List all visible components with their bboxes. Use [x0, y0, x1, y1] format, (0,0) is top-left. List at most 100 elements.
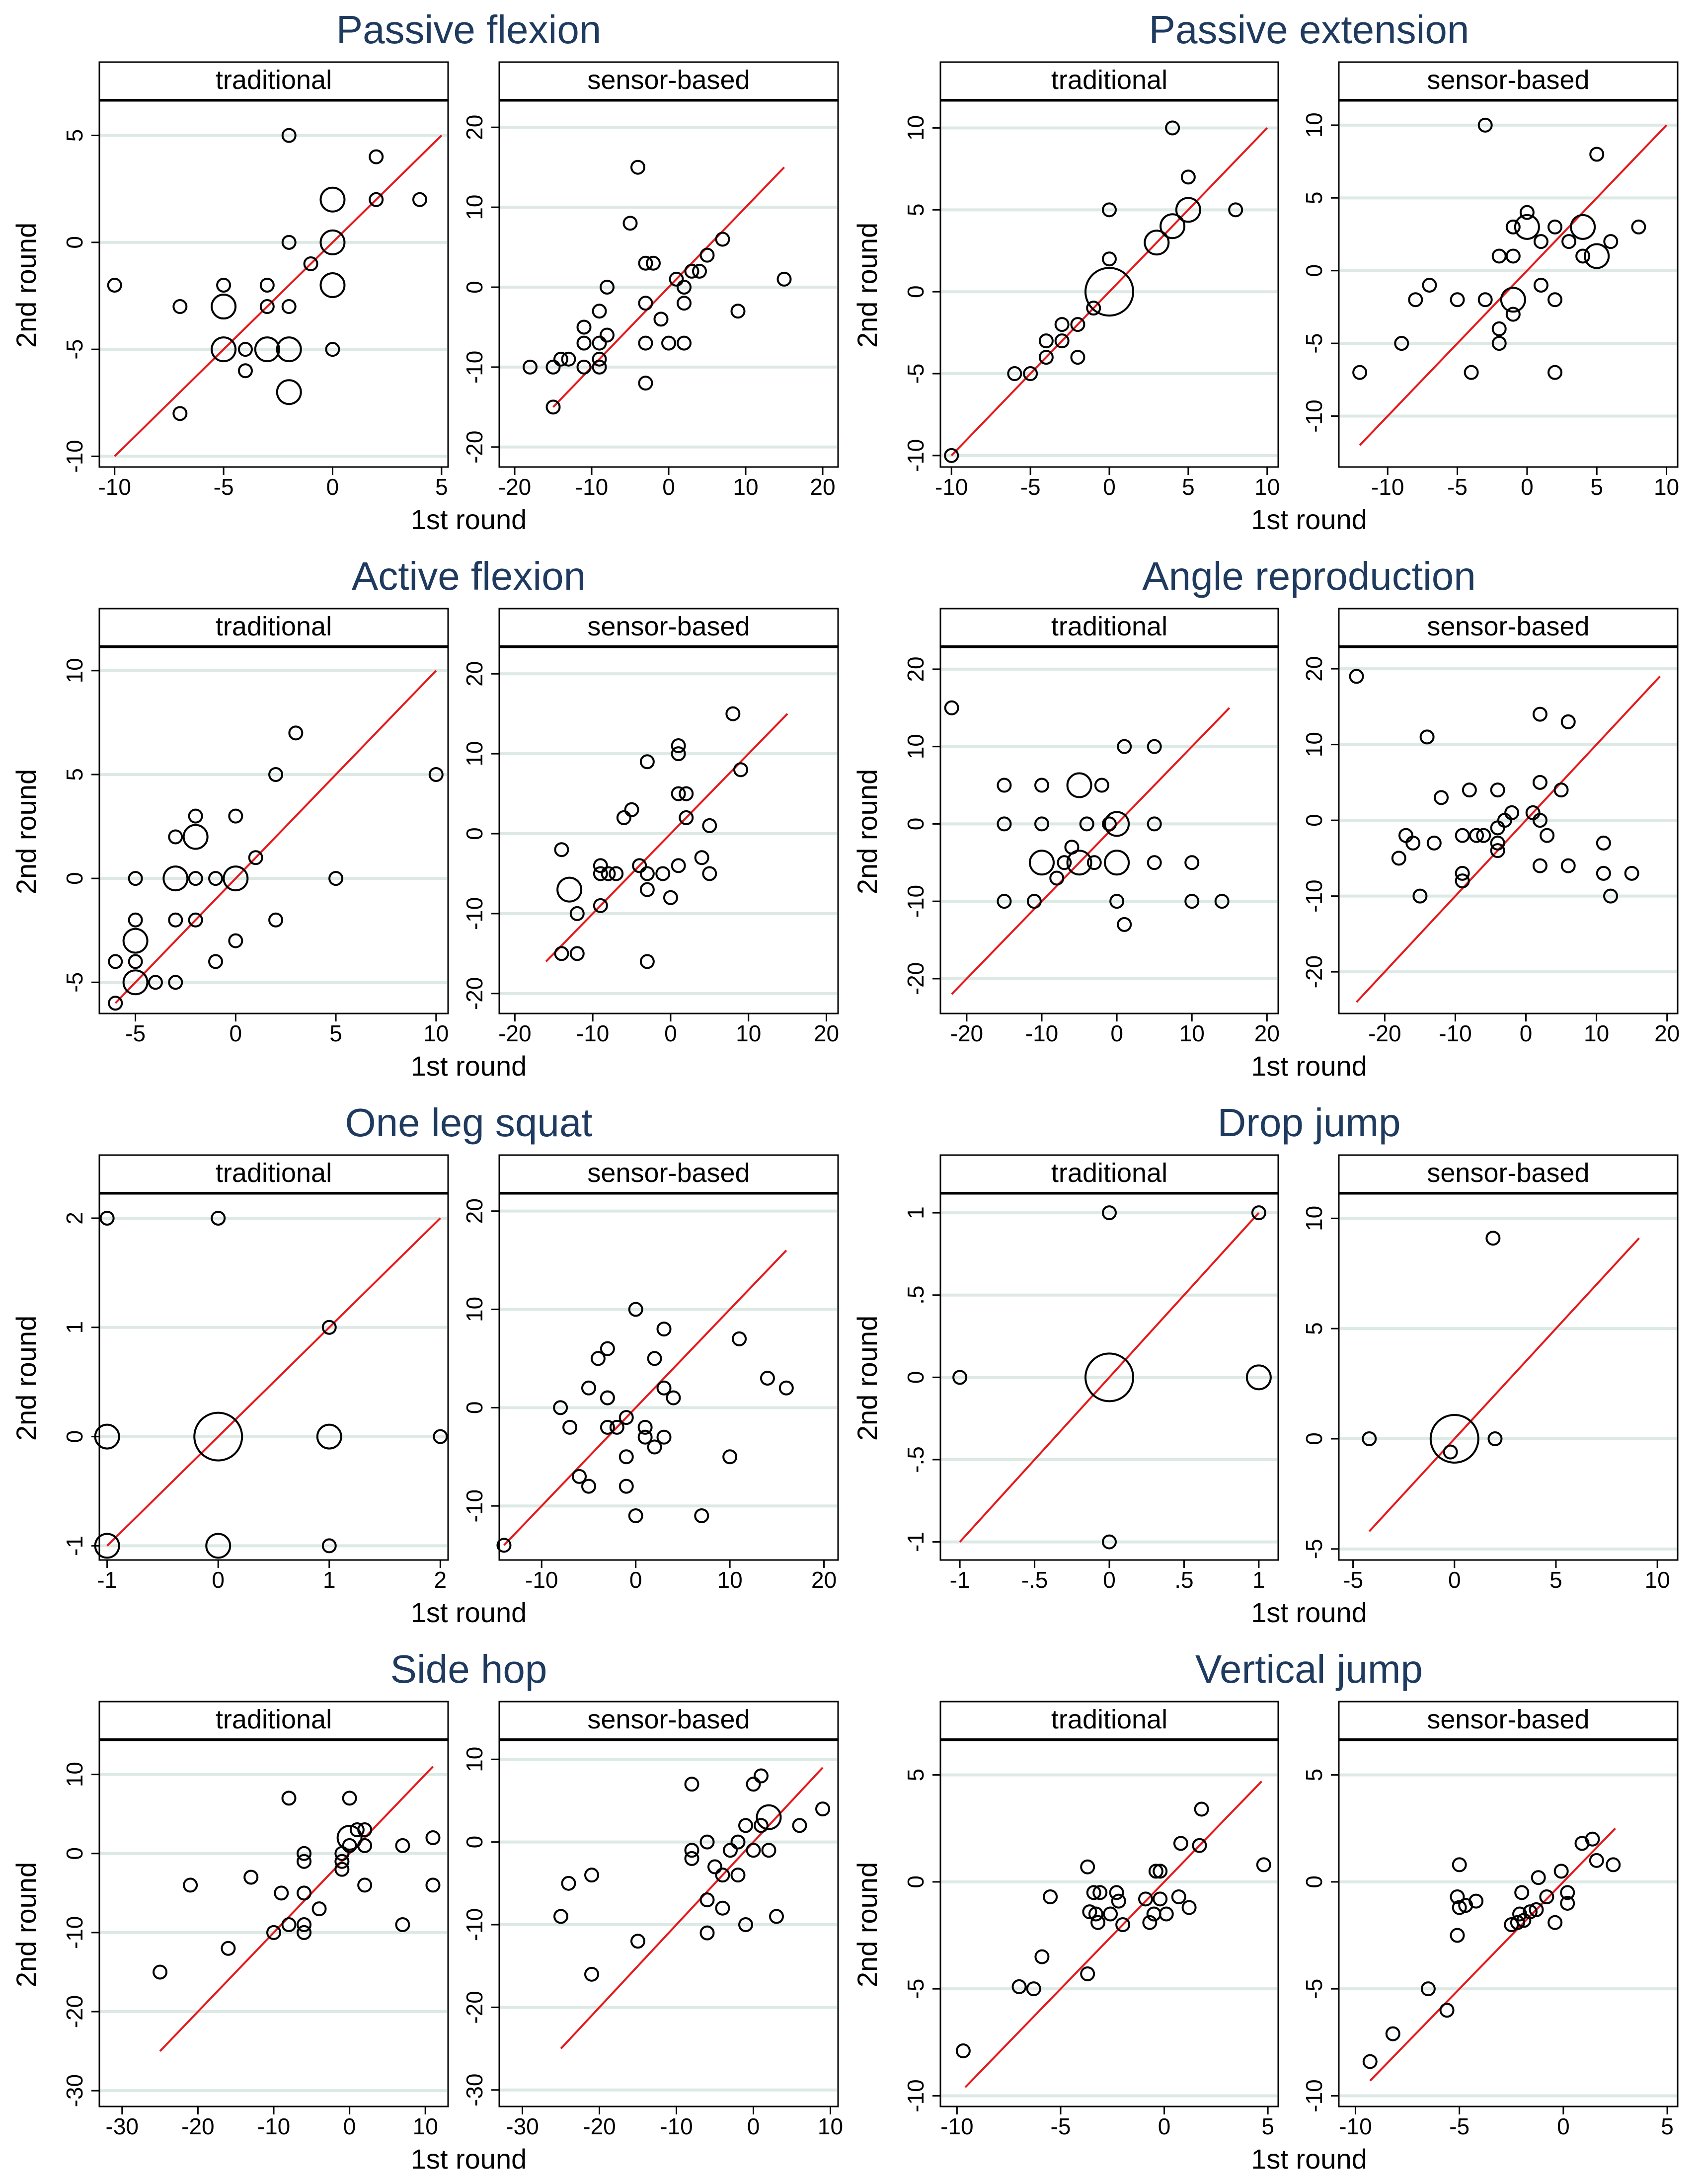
data-point: [208, 954, 223, 969]
data-point: [122, 928, 149, 954]
data-point: [1385, 2026, 1400, 2041]
data-point: [369, 149, 384, 164]
data-point: [677, 296, 692, 311]
data-point: [1165, 120, 1180, 136]
data-point: [1584, 243, 1610, 269]
y-axis-label: 2nd round: [851, 223, 883, 348]
data-point: [1090, 1915, 1106, 1930]
panel-traditional: traditional -20 -10 0 10 20 -20 -10 0 10 20: [903, 608, 1280, 1046]
data-point: [297, 1854, 312, 1869]
identity-line: [545, 713, 788, 962]
data-point: [624, 802, 639, 817]
data-point: [1429, 1414, 1479, 1464]
data-point: [276, 336, 302, 363]
panel-traditional: traditional -10 -5 0 5 -10 -5 0 5: [903, 1701, 1279, 2139]
data-point: [188, 912, 203, 928]
chart-angle-reproduction: Angle reproduction 2nd round 1st round trad…: [851, 554, 1680, 1082]
panel-sensor-based: sensor-based -30 -20 -10 0 10 -30 -20 -10 0 10: [462, 1701, 843, 2139]
data-point: [569, 946, 585, 961]
data-point: [1533, 234, 1548, 249]
data-point: [1148, 1864, 1163, 1879]
y-tick-label: -10: [903, 885, 928, 918]
data-point: [677, 335, 692, 351]
data-point: [1547, 1915, 1563, 1930]
data-point: [237, 342, 253, 357]
y-tick-label: -.5: [903, 1446, 928, 1473]
data-point: [619, 1410, 634, 1425]
x-tick-label: -5: [214, 474, 234, 500]
y-tick-label: 0: [462, 1836, 487, 1849]
panel-traditional: traditional -1 0 1 2 -1 0 1 2: [62, 1154, 449, 1593]
panel-strip: [98, 1701, 449, 1741]
data-point: [168, 829, 183, 845]
data-point: [319, 272, 346, 298]
data-point: [1057, 855, 1072, 870]
identity-line: [503, 1249, 787, 1546]
panel-strip: [98, 1154, 449, 1195]
data-point: [1547, 365, 1563, 380]
data-point: [1561, 234, 1577, 249]
x-tick-label: 0: [1103, 474, 1116, 500]
x-tick-label: -10: [1025, 1020, 1058, 1046]
x-axis-label: 1st round: [1251, 1597, 1367, 1628]
data-point: [1175, 197, 1201, 223]
data-point: [684, 1843, 699, 1858]
data-point: [592, 335, 607, 351]
panel-strip: [1338, 1701, 1679, 1741]
data-point: [601, 866, 616, 881]
x-tick-label: 10: [1645, 1567, 1670, 1593]
data-point: [1455, 828, 1470, 843]
data-point: [281, 299, 297, 314]
data-point: [259, 299, 275, 314]
x-tick-label: -5: [1447, 474, 1468, 500]
data-point: [1111, 1893, 1126, 1909]
data-point: [1405, 835, 1421, 851]
data-point: [1458, 1898, 1473, 1913]
y-tick-label: 20: [462, 1198, 487, 1224]
identity-line: [106, 1217, 441, 1547]
x-tick-label: 20: [810, 474, 835, 500]
data-point: [561, 1875, 576, 1891]
data-point: [581, 1380, 596, 1396]
y-tick-label: 0: [62, 872, 87, 885]
identity-line: [560, 1767, 824, 2049]
y-axis-label: 2nd round: [10, 223, 42, 348]
data-point: [1419, 729, 1435, 745]
data-point: [1054, 317, 1070, 332]
data-point: [1532, 813, 1547, 828]
data-point: [425, 1877, 441, 1893]
data-point: [1117, 917, 1132, 932]
plot-frame: [498, 100, 839, 468]
data-point: [584, 1966, 599, 1982]
data-point: [1455, 873, 1470, 889]
panel-label: traditional: [216, 1705, 332, 1734]
x-tick-label: -10: [935, 474, 968, 500]
data-point: [1491, 336, 1507, 351]
data-point: [746, 1777, 761, 1792]
y-tick-label: 0: [462, 827, 487, 840]
data-point: [638, 335, 653, 351]
panel-label: sensor-based: [587, 612, 750, 641]
data-point: [707, 1859, 722, 1874]
data-point: [646, 255, 661, 271]
x-tick-label: 20: [1254, 1020, 1280, 1046]
chart-title: Drop jump: [1217, 1100, 1400, 1145]
y-tick-label: 10: [462, 195, 487, 220]
x-tick-label: -10: [1339, 2113, 1372, 2139]
data-point: [1505, 219, 1521, 234]
data-point: [1420, 1981, 1436, 1997]
panel-label: traditional: [216, 1158, 332, 1188]
data-point: [1147, 855, 1162, 870]
data-point: [553, 351, 568, 367]
x-tick-label: 10: [1584, 1020, 1609, 1046]
data-point: [349, 1822, 365, 1838]
data-point: [1455, 865, 1470, 881]
data-point: [576, 335, 592, 351]
x-tick-label: -5: [1020, 474, 1041, 500]
data-point: [211, 294, 237, 320]
y-tick-label: -30: [62, 2074, 87, 2107]
y-tick-label: 0: [1301, 814, 1327, 827]
data-point: [637, 1419, 653, 1435]
x-tick-label: -10: [98, 474, 131, 500]
data-point: [722, 1449, 738, 1465]
